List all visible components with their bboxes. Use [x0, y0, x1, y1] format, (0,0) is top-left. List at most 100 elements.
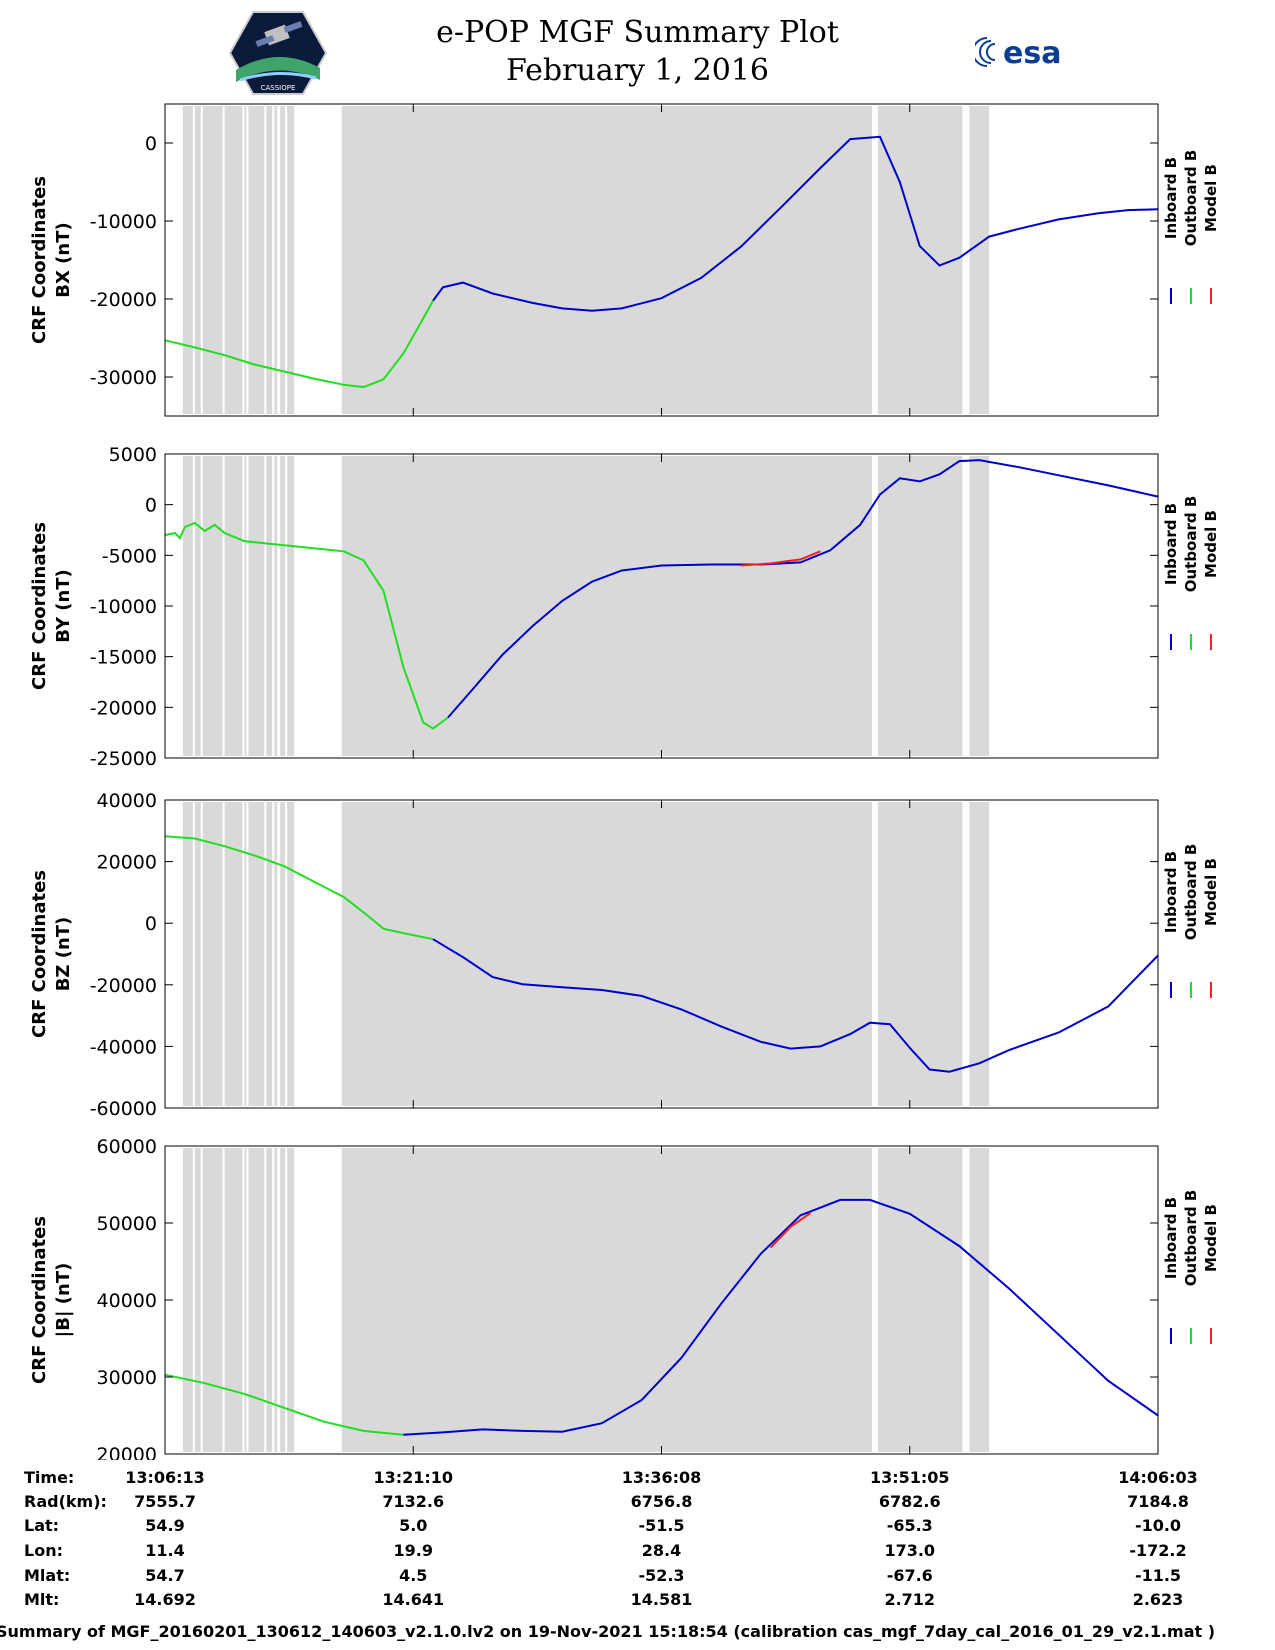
- legend-label: Model B: [1202, 858, 1220, 926]
- meta-cell: -65.3: [886, 1516, 933, 1535]
- meta-cell: 6756.8: [630, 1492, 693, 1511]
- y-tick-label: -20000: [90, 697, 157, 719]
- y-axis-label-line-1: CRF Coordinates: [29, 176, 50, 344]
- shaded-interval: [224, 802, 243, 1106]
- series-line-model-b: [740, 550, 821, 567]
- y-tick-label: -5000: [102, 545, 157, 567]
- meta-row-label: Lon:: [24, 1541, 63, 1560]
- y-tick-label: 0: [145, 133, 157, 155]
- series-line-outboard-b: [164, 1373, 404, 1436]
- y-axis-label: CRF Coordinates |B| (nT): [29, 1216, 74, 1384]
- esa-logo-text: esa: [1003, 36, 1061, 71]
- shaded-interval: [202, 456, 223, 756]
- y-axis-label-line-2: BY (nT): [53, 569, 74, 643]
- meta-cell: 14.692: [134, 1590, 196, 1609]
- y-axis-label: CRF Coordinates BX (nT): [29, 176, 74, 344]
- meta-cell: 54.7: [145, 1566, 185, 1585]
- series-line-model-b: [769, 1212, 812, 1249]
- plot-title: e-POP MGF Summary Plot February 1, 2016: [0, 14, 1275, 90]
- shaded-interval: [248, 1148, 265, 1452]
- shaded-interval: [280, 1148, 286, 1452]
- y-tick-label: 20000: [97, 852, 157, 874]
- y-axis-label-line-2: BZ (nT): [53, 917, 74, 992]
- meta-row-label: Mlat:: [24, 1566, 71, 1585]
- meta-cell: 4.5: [399, 1566, 428, 1585]
- y-tick-label: 0: [145, 913, 157, 935]
- cassiope-logo-text: CASSIOPE: [261, 84, 296, 92]
- y-axis-label-line-1: CRF Coordinates: [29, 870, 50, 1038]
- y-axis-label-line-2: BX (nT): [53, 222, 74, 297]
- meta-row-label: Time:: [24, 1468, 75, 1487]
- footer-caption: Summary of MGF_20160201_130612_140603_v2…: [0, 1622, 1216, 1641]
- shaded-interval: [287, 106, 295, 414]
- shaded-interval: [202, 802, 223, 1106]
- y-tick-label: -40000: [90, 1036, 157, 1058]
- shaded-interval: [194, 802, 201, 1106]
- shaded-interval: [969, 802, 990, 1106]
- shaded-interval: [244, 456, 247, 756]
- orbit-info-table: Time: Rad(km): Lat: Lon: Mlat: Mlt: 13:06:13 75…: [0, 1462, 1275, 1612]
- y-tick-label: 60000: [97, 1136, 157, 1158]
- shaded-interval: [182, 456, 193, 756]
- series-line-outboard-b: [164, 835, 434, 941]
- meta-cell: -67.6: [886, 1566, 933, 1585]
- chart-panel-3: 40000 20000 0 -20000 -40000 -60000 CRF Coordin…: [29, 790, 1220, 1120]
- legend-label: Outboard B: [1182, 496, 1200, 593]
- y-tick-label: 0: [145, 495, 157, 517]
- y-tick-label: 20000: [97, 1444, 157, 1460]
- series-line-outboard-b: [164, 300, 434, 389]
- y-tick-label: 50000: [97, 1213, 157, 1235]
- shaded-interval: [341, 106, 873, 414]
- y-tick-label: 40000: [97, 1290, 157, 1312]
- y-tick-label: -20000: [90, 975, 157, 997]
- y-tick-label: -60000: [90, 1098, 157, 1120]
- meta-cell: -172.2: [1129, 1541, 1187, 1560]
- shaded-interval: [244, 1148, 247, 1452]
- shaded-interval: [244, 802, 247, 1106]
- shaded-interval: [274, 802, 278, 1106]
- esa-logo: esa: [975, 36, 1061, 71]
- shaded-interval: [280, 802, 286, 1106]
- shaded-interval: [194, 1148, 201, 1452]
- chart-panel-4: 60000 50000 40000 30000 20000 CRF Coordinates…: [29, 1136, 1220, 1460]
- y-tick-label: -15000: [90, 647, 157, 669]
- y-tick-label: -25000: [90, 748, 157, 770]
- chart-panel-2: 5000 0 -5000 -10000 -15000 -20000 -25000 CRF Co…: [29, 444, 1220, 770]
- shaded-interval: [341, 802, 873, 1106]
- chart-panel-1: 0 -10000 -20000 -30000 CRF Coordinates BX (nT…: [29, 103, 1220, 417]
- legend-label: Model B: [1202, 510, 1220, 578]
- legend-label: Inboard B: [1162, 1197, 1180, 1279]
- meta-cell: 173.0: [884, 1541, 936, 1560]
- shaded-interval: [194, 106, 201, 414]
- shaded-interval: [266, 456, 273, 756]
- series-line-inboard-b: [432, 135, 1159, 312]
- meta-cell: 7555.7: [134, 1492, 196, 1511]
- y-tick-label: 5000: [109, 444, 157, 466]
- meta-cell: 13:51:05: [869, 1468, 950, 1487]
- meta-row-label: Lat:: [24, 1516, 60, 1535]
- meta-cell: 13:36:08: [621, 1468, 702, 1487]
- shaded-interval: [877, 106, 963, 414]
- legend-label: Inboard B: [1162, 157, 1180, 239]
- shaded-interval: [248, 456, 265, 756]
- meta-cell: 7132.6: [382, 1492, 445, 1511]
- legend-label: Inboard B: [1162, 851, 1180, 933]
- meta-cell: 6782.6: [878, 1492, 941, 1511]
- meta-cell: -52.3: [638, 1566, 685, 1585]
- shaded-interval: [287, 802, 295, 1106]
- legend-label: Model B: [1202, 164, 1220, 232]
- y-tick-label: -20000: [90, 289, 157, 311]
- shaded-interval: [224, 106, 243, 414]
- shaded-interval: [274, 1148, 278, 1452]
- shaded-interval: [248, 106, 265, 414]
- shaded-interval: [969, 1148, 990, 1452]
- legend-label: Model B: [1202, 1204, 1220, 1272]
- shaded-interval: [248, 802, 265, 1106]
- y-axis-label: CRF Coordinates BZ (nT): [29, 870, 74, 1038]
- meta-cell: 2.712: [884, 1590, 936, 1609]
- shaded-interval: [266, 802, 273, 1106]
- title-line-2: February 1, 2016: [505, 53, 769, 88]
- meta-cell: 5.0: [399, 1516, 428, 1535]
- series-line-inboard-b: [447, 459, 1159, 719]
- y-axis-label-line-2: |B| (nT): [53, 1263, 74, 1338]
